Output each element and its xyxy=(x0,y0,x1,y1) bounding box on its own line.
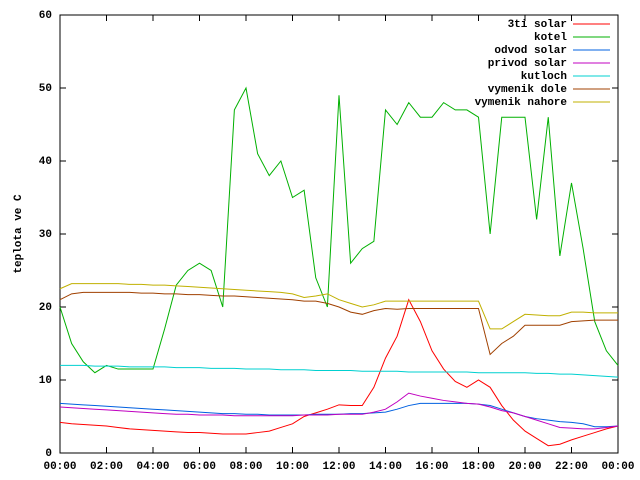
series-line xyxy=(60,364,619,378)
series-line xyxy=(59,283,618,330)
y-tick-label: 0 xyxy=(45,448,52,460)
series-line xyxy=(59,392,619,430)
x-tick-label: 04:00 xyxy=(136,461,169,473)
y-tick-label: 20 xyxy=(39,302,52,314)
series-line xyxy=(59,298,619,447)
x-tick-label: 00:00 xyxy=(43,461,76,473)
x-tick-label: 02:00 xyxy=(90,461,123,473)
x-tick-label: 00:00 xyxy=(601,461,634,473)
legend-label: kotel xyxy=(534,32,567,44)
series-line xyxy=(59,86,619,374)
series-line xyxy=(59,402,619,428)
x-tick-label: 06:00 xyxy=(183,461,216,473)
legend-label: vymenik nahore xyxy=(475,97,568,109)
y-tick-label: 50 xyxy=(39,83,52,95)
legend-label: kutloch xyxy=(521,71,567,83)
legend-label: 3ti solar xyxy=(508,19,567,31)
series-line xyxy=(59,291,618,356)
x-tick-label: 12:00 xyxy=(322,461,355,473)
x-tick-label: 10:00 xyxy=(276,461,309,473)
y-tick-label: 60 xyxy=(39,10,52,22)
x-tick-label: 08:00 xyxy=(229,461,262,473)
x-tick-label: 22:00 xyxy=(555,461,588,473)
legend-label: privod solar xyxy=(488,58,567,70)
y-tick-label: 10 xyxy=(39,375,52,387)
x-tick-label: 16:00 xyxy=(415,461,448,473)
x-tick-label: 20:00 xyxy=(508,461,541,473)
legend-label: odvod solar xyxy=(494,45,567,57)
y-axis-label: teplota ve C xyxy=(13,194,25,274)
legend-label: vymenik dole xyxy=(488,84,568,96)
y-tick-label: 30 xyxy=(39,229,52,241)
x-tick-label: 14:00 xyxy=(369,461,402,473)
x-tick-label: 18:00 xyxy=(462,461,495,473)
y-tick-label: 40 xyxy=(39,156,52,168)
